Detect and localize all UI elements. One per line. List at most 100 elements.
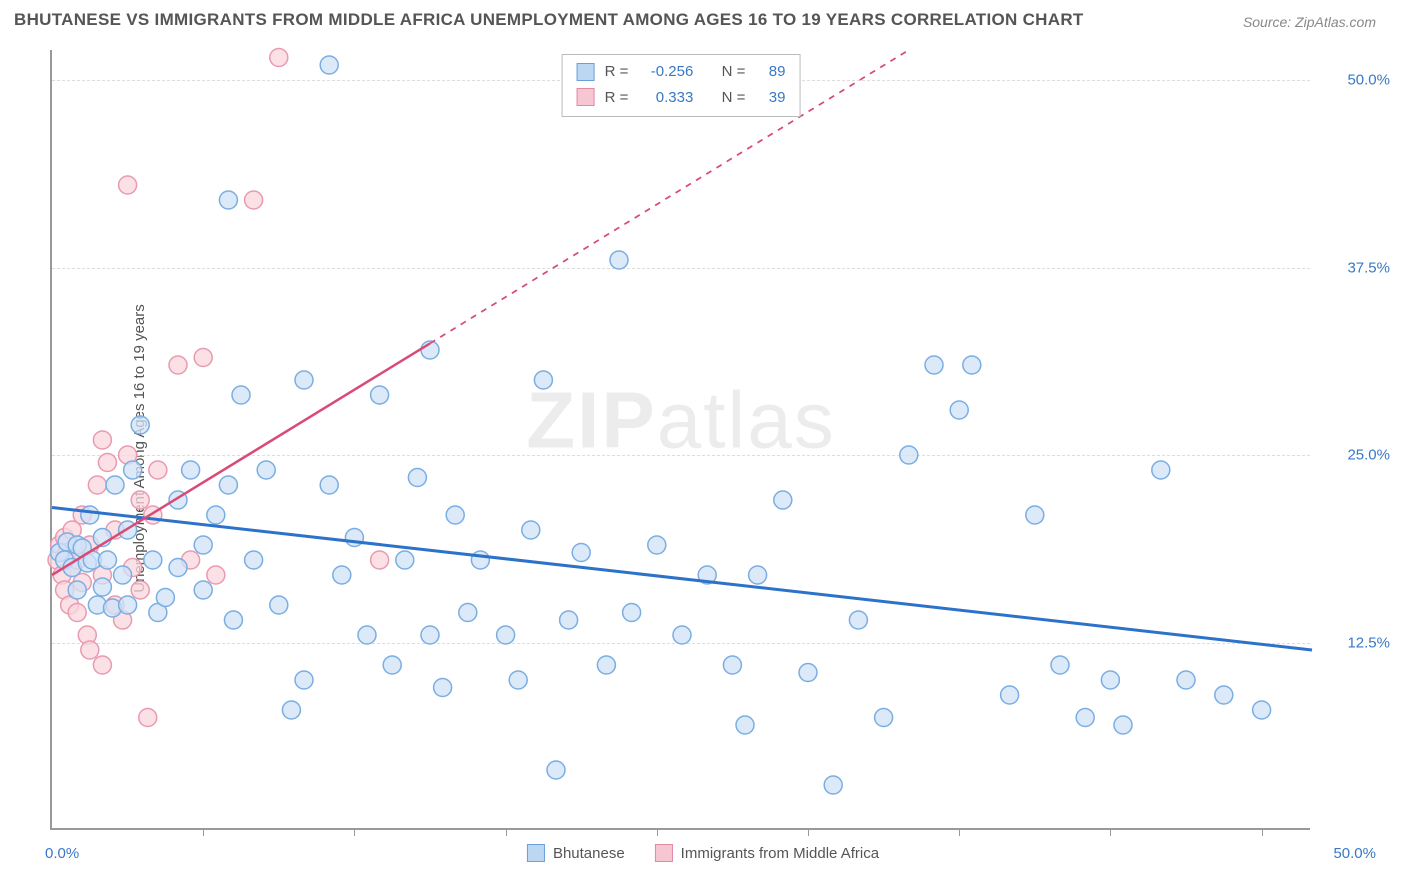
scatter-point — [1076, 709, 1094, 727]
scatter-point — [396, 551, 414, 569]
x-tick — [354, 828, 355, 836]
scatter-point — [1215, 686, 1233, 704]
legend-series-name: Bhutanese — [553, 845, 625, 862]
scatter-point — [98, 454, 116, 472]
scatter-point — [774, 491, 792, 509]
y-tick-label: 12.5% — [1347, 634, 1390, 651]
scatter-point — [232, 386, 250, 404]
scatter-point — [1101, 671, 1119, 689]
scatter-point — [736, 716, 754, 734]
scatter-point — [219, 476, 237, 494]
scatter-point — [119, 176, 137, 194]
scatter-point — [723, 656, 741, 674]
stats-legend-row: R = 0.333 N = 39 — [577, 85, 786, 111]
scatter-point — [149, 461, 167, 479]
scatter-point — [1026, 506, 1044, 524]
scatter-point — [295, 671, 313, 689]
plot-area: ZIPatlas 12.5%25.0%37.5%50.0% R =-0.256 … — [50, 50, 1310, 830]
scatter-point — [106, 476, 124, 494]
scatter-point — [875, 709, 893, 727]
legend-swatch — [655, 844, 673, 862]
scatter-point — [1001, 686, 1019, 704]
scatter-point — [497, 626, 515, 644]
scatter-point — [1177, 671, 1195, 689]
scatter-point — [320, 476, 338, 494]
scatter-point — [950, 401, 968, 419]
y-tick-label: 25.0% — [1347, 447, 1390, 464]
stat-r-value: -0.256 — [638, 59, 693, 85]
scatter-point — [408, 469, 426, 487]
x-tick — [203, 828, 204, 836]
scatter-point — [560, 611, 578, 629]
x-tick — [506, 828, 507, 836]
scatter-point — [169, 559, 187, 577]
scatter-point — [1253, 701, 1271, 719]
scatter-point — [925, 356, 943, 374]
scatter-point — [383, 656, 401, 674]
stats-legend-row: R =-0.256 N =89 — [577, 59, 786, 85]
x-max-label: 50.0% — [1333, 845, 1376, 862]
y-tick-label: 50.0% — [1347, 72, 1390, 89]
scatter-point — [114, 566, 132, 584]
legend-series-name: Immigrants from Middle Africa — [681, 845, 879, 862]
scatter-point — [169, 356, 187, 374]
scatter-point — [93, 656, 111, 674]
scatter-point — [434, 679, 452, 697]
scatter-point — [131, 416, 149, 434]
scatter-point — [849, 611, 867, 629]
scatter-point — [749, 566, 767, 584]
scatter-point — [207, 566, 225, 584]
stats-legend: R =-0.256 N =89R =0.333 N =39 — [562, 54, 801, 117]
scatter-point — [900, 446, 918, 464]
x-origin-label: 0.0% — [45, 845, 79, 862]
scatter-point — [124, 461, 142, 479]
scatter-point — [522, 521, 540, 539]
scatter-point — [572, 544, 590, 562]
scatter-point — [673, 626, 691, 644]
scatter-point — [623, 604, 641, 622]
stat-n-value: 39 — [755, 85, 785, 111]
x-tick — [808, 828, 809, 836]
scatter-point — [648, 536, 666, 554]
bottom-legend-item: Immigrants from Middle Africa — [655, 844, 879, 862]
scatter-point — [93, 578, 111, 596]
scatter-point — [139, 709, 157, 727]
scatter-point — [245, 191, 263, 209]
x-tick — [657, 828, 658, 836]
scatter-point — [459, 604, 477, 622]
scatter-svg — [52, 50, 1310, 828]
chart-title: BHUTANESE VS IMMIGRANTS FROM MIDDLE AFRI… — [14, 10, 1084, 30]
stat-r-value: 0.333 — [638, 85, 693, 111]
legend-swatch — [527, 844, 545, 862]
scatter-point — [1114, 716, 1132, 734]
scatter-point — [224, 611, 242, 629]
scatter-point — [358, 626, 376, 644]
x-tick — [1262, 828, 1263, 836]
legend-swatch — [577, 88, 595, 106]
scatter-point — [333, 566, 351, 584]
scatter-point — [371, 386, 389, 404]
stat-n-label: N = — [722, 85, 746, 111]
scatter-point — [597, 656, 615, 674]
scatter-point — [68, 604, 86, 622]
scatter-point — [194, 536, 212, 554]
scatter-point — [194, 581, 212, 599]
source-attribution: Source: ZipAtlas.com — [1243, 14, 1376, 30]
scatter-point — [144, 551, 162, 569]
scatter-point — [257, 461, 275, 479]
scatter-point — [81, 641, 99, 659]
scatter-point — [1152, 461, 1170, 479]
x-tick — [1110, 828, 1111, 836]
scatter-point — [219, 191, 237, 209]
scatter-point — [371, 551, 389, 569]
scatter-point — [182, 461, 200, 479]
scatter-point — [320, 56, 338, 74]
scatter-point — [799, 664, 817, 682]
stat-r-label: R = — [605, 85, 629, 111]
bottom-legend: Bhutanese Immigrants from Middle Africa — [527, 844, 879, 862]
scatter-point — [81, 506, 99, 524]
scatter-point — [471, 551, 489, 569]
stat-r-label: R = — [605, 59, 629, 85]
scatter-point — [131, 491, 149, 509]
scatter-point — [446, 506, 464, 524]
